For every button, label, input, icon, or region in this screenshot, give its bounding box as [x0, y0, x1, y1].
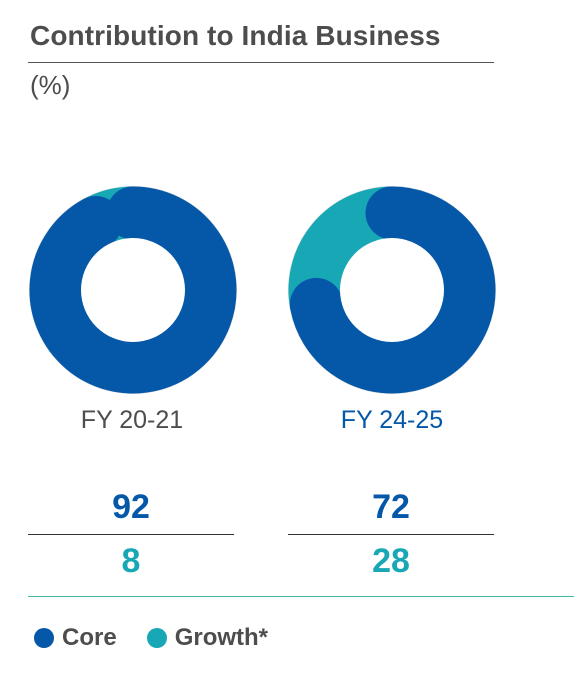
core-value-fy20-21: 92	[28, 488, 234, 527]
legend: Core Growth*	[34, 624, 298, 652]
value-divider-fy20-21	[28, 534, 234, 535]
donut-hole-fy24-25	[340, 238, 444, 342]
bottom-divider	[28, 596, 574, 597]
legend-label-core: Core	[62, 624, 117, 652]
legend-item-core: Core	[34, 624, 117, 652]
growth-value-fy20-21: 8	[28, 542, 234, 581]
donut-charts	[0, 0, 585, 400]
legend-swatch-core	[34, 628, 54, 648]
core-value-fy24-25: 72	[288, 488, 494, 527]
legend-label-growth: Growth*	[175, 624, 268, 652]
legend-swatch-growth	[147, 628, 167, 648]
period-label-fy20-21: FY 20-21	[27, 406, 237, 435]
legend-item-growth: Growth*	[147, 624, 268, 652]
period-label-fy24-25: FY 24-25	[287, 406, 497, 435]
value-divider-fy24-25	[288, 534, 494, 535]
growth-value-fy24-25: 28	[288, 542, 494, 581]
donut-hole-fy20-21	[81, 238, 185, 342]
